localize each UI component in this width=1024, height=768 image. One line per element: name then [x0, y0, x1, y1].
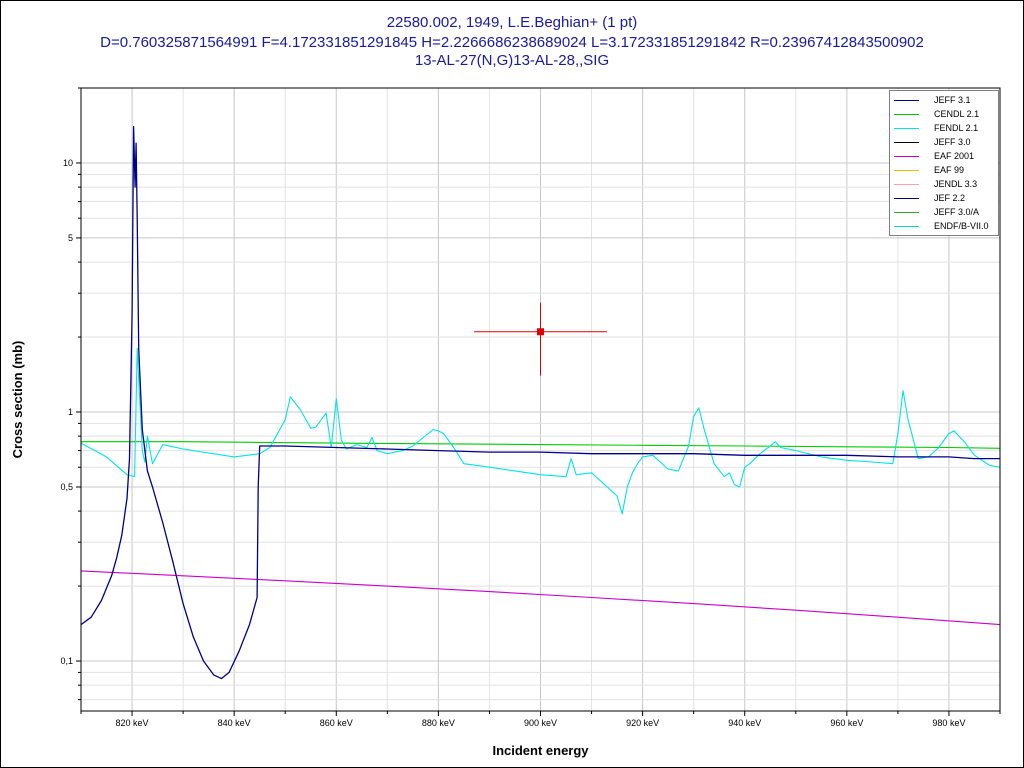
y-axis-title: Cross section (mb)	[10, 341, 25, 459]
x-tick-label: 940 keV	[728, 718, 761, 728]
x-tick-label: 920 keV	[626, 718, 659, 728]
legend-item: EAF 2001	[890, 150, 998, 164]
series-line-jeff-3-1	[80, 125, 1000, 680]
x-axis-title: Incident energy	[492, 743, 589, 758]
legend-item: ENDF/B-VII.0	[890, 220, 998, 234]
y-tick-label: 10	[63, 158, 73, 168]
series-line-eaf-2001	[80, 570, 1001, 626]
data-point-marker	[537, 328, 544, 336]
legend-item: JEFF 3.0/A	[890, 206, 998, 220]
legend-label: JEFF 3.0/A	[934, 207, 980, 217]
legend-label: EAF 99	[934, 165, 965, 175]
chart-reaction: 13-AL-27(N,G)13-AL-28,,SIG	[414, 52, 610, 69]
chart-title: 22580.002, 1949, L.E.Beghian+ (1 pt)	[386, 14, 638, 31]
legend-swatch	[894, 128, 919, 129]
legend: JEFF 3.1 CENDL 2.1 FENDL 2.1 JEFF 3.0 EAF 20…	[889, 90, 999, 236]
x-tick-label: 860 keV	[320, 718, 353, 728]
legend-item: JEFF 3.0	[890, 136, 998, 150]
x-tick-label: 960 keV	[830, 718, 863, 728]
axis-ticks: 820 keV 840 keV 860 keV 880 keV 900 keV 920 k…	[60, 87, 1001, 728]
legend-item: CENDL 2.1	[890, 108, 998, 122]
series-line-fendl-2-1	[80, 347, 1001, 515]
x-tick-label: 880 keV	[422, 718, 455, 728]
y-tick-label: 1	[68, 407, 73, 417]
legend-label: JEFF 3.1	[934, 95, 971, 105]
legend-swatch	[894, 142, 919, 143]
legend-item: EAF 99	[890, 164, 998, 178]
legend-swatch	[894, 226, 919, 227]
series-line-cendl-2-1	[81, 441, 1001, 449]
grid-lines	[80, 87, 1001, 711]
legend-swatch	[894, 184, 919, 185]
x-tick-label: 840 keV	[218, 718, 251, 728]
legend-label: CENDL 2.1	[934, 109, 980, 119]
legend-item: JEF 2.2	[890, 192, 998, 206]
legend-label: JENDL 3.3	[934, 179, 978, 189]
y-tick-label: 0,1	[60, 656, 73, 666]
legend-item: JENDL 3.3	[890, 178, 998, 192]
legend-label: JEF 2.2	[934, 193, 966, 203]
legend-label: FENDL 2.1	[934, 123, 979, 133]
legend-swatch	[894, 100, 919, 101]
legend-label: ENDF/B-VII.0	[934, 221, 989, 231]
y-tick-label: 5	[68, 233, 73, 243]
legend-label: JEFF 3.0	[934, 137, 971, 147]
legend-swatch	[894, 114, 919, 115]
legend-swatch	[894, 156, 919, 157]
legend-item: JEFF 3.1	[890, 94, 998, 108]
chart-parameters: D=0.760325871564991 F=4.172331851291845 …	[100, 34, 924, 51]
data-points-layer	[474, 302, 607, 376]
legend-item: FENDL 2.1	[890, 122, 998, 136]
legend-swatch	[894, 198, 919, 199]
x-tick-label: 820 keV	[116, 718, 149, 728]
series-layer	[80, 125, 1001, 680]
y-tick-label: 0,5	[60, 482, 73, 492]
legend-swatch	[894, 212, 919, 213]
legend-label: EAF 2001	[934, 151, 975, 161]
x-tick-label: 900 keV	[524, 718, 557, 728]
legend-swatch	[894, 170, 919, 171]
x-tick-label: 980 keV	[932, 718, 965, 728]
